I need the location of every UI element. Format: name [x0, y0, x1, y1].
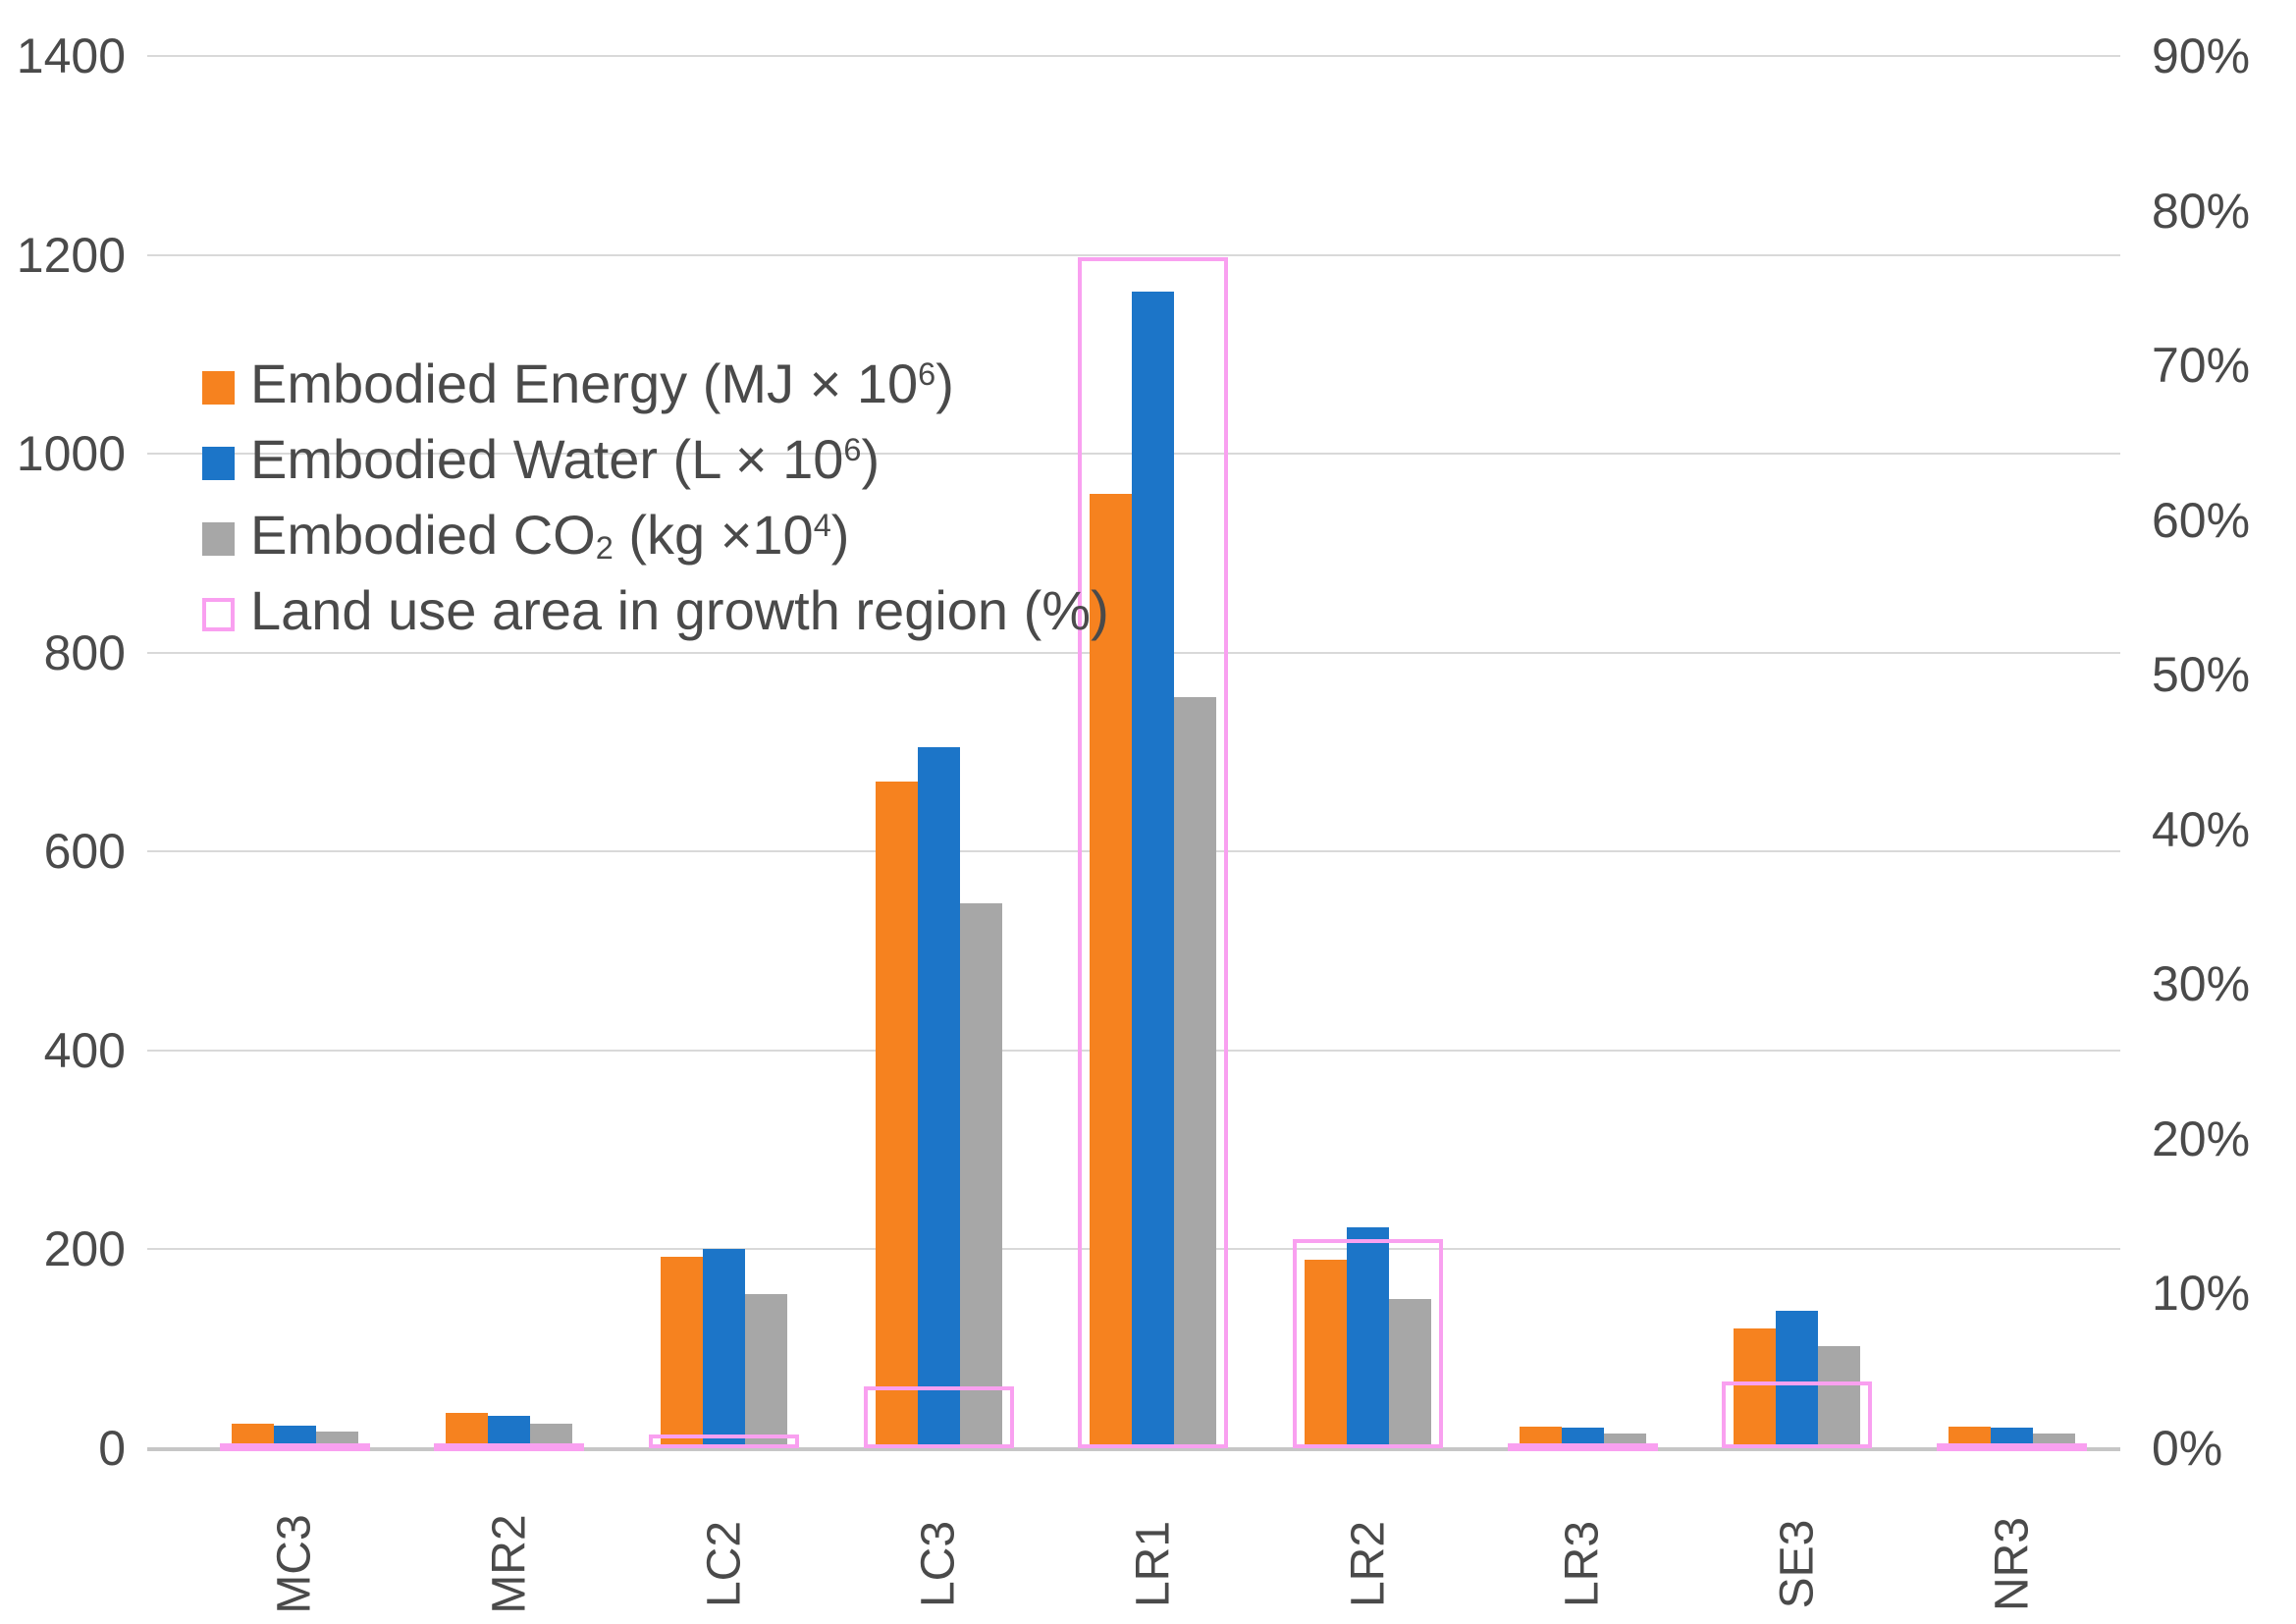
bar-embodied-co2-LC2 — [745, 1294, 788, 1448]
left-axis-tick-1400: 1400 — [16, 28, 126, 83]
left-axis-tick-400: 400 — [43, 1022, 126, 1078]
left-axis-tick-800: 800 — [43, 624, 126, 680]
bar-embodied-co2-LR2 — [1389, 1299, 1432, 1448]
bar-embodied-water-LC2 — [703, 1249, 746, 1448]
bar-embodied-energy-SE3 — [1734, 1328, 1777, 1448]
bar-embodied-co2-LR1 — [1174, 697, 1217, 1448]
land-use-box-MR2 — [434, 1443, 585, 1452]
bar-embodied-water-MC3 — [273, 1425, 316, 1448]
land-use-box-LR1 — [1078, 256, 1229, 1448]
right-axis-tick-80: 80% — [2152, 183, 2251, 239]
land-use-box-LR3 — [1507, 1443, 1658, 1452]
bar-embodied-energy-LC2 — [661, 1256, 704, 1448]
legend-item-land-use: Land use area in growth region (%) — [202, 576, 1109, 652]
legend-label-land-use: Land use area in growth region (%) — [250, 582, 1109, 646]
legend-label-text: Embodied Energy (MJ × 10 — [250, 352, 919, 414]
left-axis-tick-1000: 1000 — [16, 426, 126, 482]
right-axis-tick-10: 10% — [2152, 1266, 2251, 1322]
right-axis-tick-70: 70% — [2152, 338, 2251, 394]
land-use-box-LC3 — [863, 1385, 1014, 1448]
legend-item-embodied-energy: Embodied Energy (MJ × 106) — [202, 350, 1109, 425]
bar-embodied-water-NR3 — [1991, 1427, 2034, 1448]
legend-swatch-land-use — [202, 597, 235, 631]
bar-embodied-water-SE3 — [1776, 1311, 1819, 1448]
legend-label-text: ) — [830, 503, 850, 566]
gridline-1200 — [147, 253, 2120, 256]
legend-item-embodied-water: Embodied Water (L × 106) — [202, 425, 1109, 501]
bar-embodied-energy-LR2 — [1305, 1259, 1348, 1448]
legend-label-embodied-water: Embodied Water (L × 106) — [250, 431, 880, 495]
land-use-box-SE3 — [1722, 1381, 1873, 1448]
legend-label-embodied-co2: Embodied CO2 (kg ×104) — [250, 507, 849, 570]
bar-embodied-energy-NR3 — [1949, 1426, 1992, 1448]
land-use-box-MC3 — [219, 1443, 370, 1452]
right-axis-tick-60: 60% — [2152, 492, 2251, 548]
bar-embodied-energy-LR1 — [1090, 493, 1133, 1448]
land-use-box-NR3 — [1937, 1443, 2088, 1452]
right-axis-tick-30: 30% — [2152, 956, 2251, 1012]
left-axis-tick-0: 0 — [98, 1421, 126, 1476]
legend-label-text: Land use area in growth region (%) — [250, 578, 1109, 641]
right-axis-tick-90: 90% — [2152, 28, 2251, 83]
legend-label-text: ) — [861, 427, 881, 490]
legend-label-text: ) — [935, 352, 954, 414]
bar-embodied-energy-LC3 — [875, 782, 918, 1448]
left-axis-tick-600: 600 — [43, 824, 126, 880]
bar-embodied-co2-SE3 — [1818, 1345, 1861, 1448]
legend-swatch-embodied-energy — [202, 370, 235, 405]
gridline-1400 — [147, 55, 2120, 57]
legend-label-text: (kg ×10 — [613, 503, 814, 566]
bar-embodied-water-LR1 — [1132, 292, 1175, 1448]
land-use-box-LR2 — [1293, 1239, 1444, 1448]
land-use-box-LC2 — [649, 1434, 800, 1448]
legend-label-superscript: 6 — [918, 355, 936, 392]
right-axis-tick-50: 50% — [2152, 647, 2251, 703]
legend-label-text: Embodied Water (L × 10 — [250, 427, 844, 490]
x-axis-line — [147, 1447, 2120, 1451]
legend-label-superscript: 6 — [843, 431, 862, 467]
bar-embodied-energy-LR3 — [1519, 1426, 1562, 1448]
legend: Embodied Energy (MJ × 106) Embodied Wate… — [202, 350, 1109, 652]
bar-embodied-water-LC3 — [917, 746, 960, 1448]
right-axis-tick-20: 20% — [2152, 1110, 2251, 1166]
bar-embodied-co2-LC3 — [959, 902, 1002, 1448]
legend-swatch-embodied-co2 — [202, 521, 235, 556]
right-axis-tick-0: 0% — [2152, 1421, 2223, 1476]
legend-label-subscript: 2 — [595, 530, 614, 567]
left-axis-tick-200: 200 — [43, 1221, 126, 1277]
bar-embodied-water-MR2 — [488, 1415, 531, 1448]
bar-embodied-water-LR3 — [1561, 1427, 1604, 1448]
legend-item-embodied-co2: Embodied CO2 (kg ×104) — [202, 501, 1109, 576]
right-axis-tick-40: 40% — [2152, 801, 2251, 857]
legend-label-text: Embodied CO — [250, 503, 596, 566]
bar-embodied-energy-MR2 — [446, 1412, 489, 1448]
legend-label-superscript: 4 — [813, 507, 831, 543]
legend-label-embodied-energy: Embodied Energy (MJ × 106) — [250, 355, 954, 419]
left-axis-tick-1200: 1200 — [16, 227, 126, 283]
bar-embodied-water-LR2 — [1347, 1227, 1390, 1448]
legend-swatch-embodied-water — [202, 446, 235, 480]
